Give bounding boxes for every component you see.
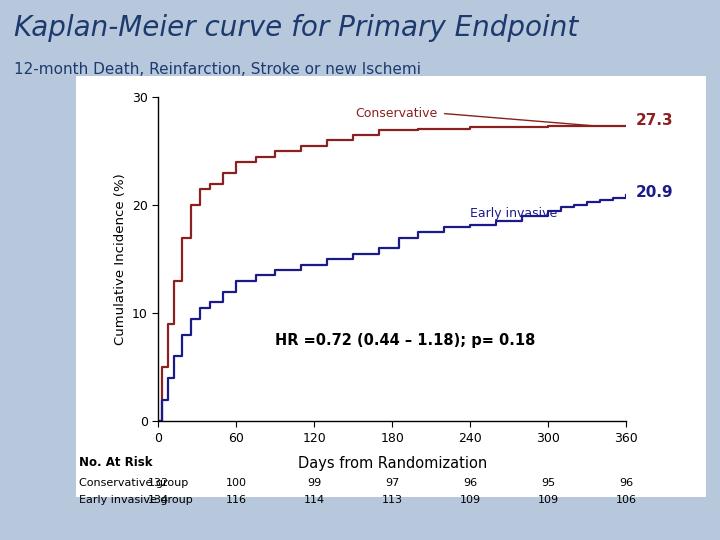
Text: No. At Risk: No. At Risk bbox=[79, 456, 153, 469]
Text: 20.9: 20.9 bbox=[636, 185, 673, 200]
X-axis label: Days from Randomization: Days from Randomization bbox=[298, 456, 487, 471]
Text: 27.3: 27.3 bbox=[636, 113, 673, 129]
Text: Early invasive group: Early invasive group bbox=[79, 495, 193, 505]
Text: 96: 96 bbox=[619, 478, 634, 488]
Text: 132: 132 bbox=[148, 478, 169, 488]
Text: 99: 99 bbox=[307, 478, 322, 488]
Text: 100: 100 bbox=[226, 478, 247, 488]
Text: Kaplan-Meier curve for Primary Endpoint: Kaplan-Meier curve for Primary Endpoint bbox=[14, 14, 579, 42]
Text: 134: 134 bbox=[148, 495, 169, 505]
Text: 113: 113 bbox=[382, 495, 403, 505]
Text: Conservative: Conservative bbox=[356, 107, 438, 120]
Text: 114: 114 bbox=[304, 495, 325, 505]
Y-axis label: Cumulative Incidence (%): Cumulative Incidence (%) bbox=[114, 173, 127, 345]
Text: 109: 109 bbox=[538, 495, 559, 505]
Text: HR =0.72 (0.44 – 1.18); p= 0.18: HR =0.72 (0.44 – 1.18); p= 0.18 bbox=[275, 333, 536, 348]
Text: 95: 95 bbox=[541, 478, 555, 488]
Text: 106: 106 bbox=[616, 495, 637, 505]
Text: 97: 97 bbox=[385, 478, 400, 488]
Text: Conservative group: Conservative group bbox=[79, 478, 189, 488]
Text: Early invasive: Early invasive bbox=[470, 207, 558, 220]
Text: 109: 109 bbox=[460, 495, 481, 505]
Text: 12-month Death, Reinfarction, Stroke or new Ischemi: 12-month Death, Reinfarction, Stroke or … bbox=[14, 62, 421, 77]
Text: 96: 96 bbox=[464, 478, 477, 488]
Text: 116: 116 bbox=[226, 495, 247, 505]
